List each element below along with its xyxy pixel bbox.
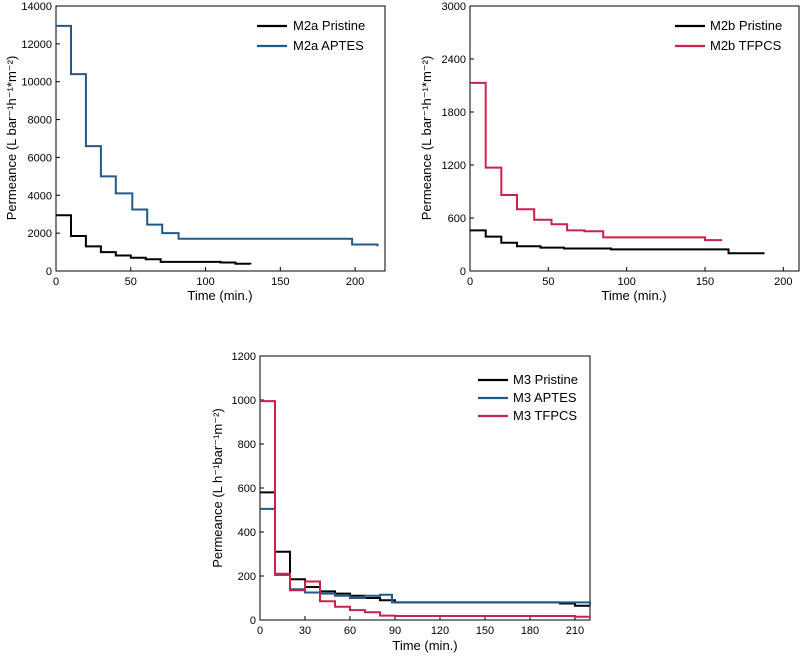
series-line-m3-tfpcs — [260, 400, 590, 618]
plot-frame — [55, 5, 386, 272]
y-tick-label: 14000 — [21, 1, 52, 13]
x-tick-label: 210 — [566, 625, 584, 637]
y-axis-label: Permeance (L bar⁻¹h⁻¹*m⁻²) — [4, 56, 19, 221]
x-axis-label: Time (min.) — [392, 638, 457, 653]
x-tick-label: 120 — [431, 625, 449, 637]
x-tick-label: 0 — [467, 276, 473, 288]
series-line-m2a-aptes — [56, 24, 379, 247]
x-tick-label: 60 — [344, 625, 356, 637]
x-tick-label: 200 — [346, 276, 364, 288]
x-axis-label: Time (min.) — [601, 288, 666, 303]
y-tick-label: 400 — [238, 527, 256, 539]
y-tick-label: 4000 — [28, 190, 52, 202]
y-tick-label: 8000 — [28, 115, 52, 127]
x-tick-label: 150 — [696, 276, 714, 288]
chart-m2b: 0 50 100 150 200 0 600 1200 1800 2400 3000 M2b Pri… — [419, 1, 800, 303]
series-line-m2b-pristine — [470, 229, 765, 255]
x-tick-label: 150 — [476, 625, 494, 637]
y-tick-label: 200 — [238, 571, 256, 583]
y-tick-label: 0 — [46, 266, 52, 278]
chart-m3: 0 30 60 90 120 150 180 210 0 200 400 600 800 1000 1200… — [210, 351, 591, 653]
x-tick-label: 90 — [389, 625, 401, 637]
legend-label: M3 Pristine — [513, 372, 578, 387]
x-tick-label: 100 — [196, 276, 214, 288]
y-axis-label: Permeance (L h⁻¹bar⁻¹m⁻²) — [210, 408, 225, 568]
y-axis-label: Permeance (L bar⁻¹h⁻¹*m⁻²) — [419, 56, 434, 221]
plot-frame — [469, 5, 800, 272]
y-tick-label: 600 — [448, 213, 466, 225]
y-tick-label: 6000 — [28, 152, 52, 164]
x-tick-label: 50 — [542, 276, 554, 288]
x-tick-label: 200 — [774, 276, 792, 288]
y-tick-label: 600 — [238, 483, 256, 495]
legend: M3 Pristine M3 APTES M3 TFPCS — [478, 372, 578, 423]
y-tick-label: 10000 — [21, 77, 52, 89]
series-line-m3-pristine — [260, 491, 590, 607]
x-tick-label: 30 — [299, 625, 311, 637]
chart-m2a: 0 50 100 150 2000200040006000800010000120001… — [4, 1, 386, 303]
x-tick-label: 0 — [257, 625, 263, 637]
x-tick-label: 150 — [271, 276, 289, 288]
legend-label: M2b Pristine — [710, 18, 782, 33]
legend-label: M2a APTES — [293, 38, 364, 53]
legend: M2a Pristine M2a APTES — [257, 18, 365, 53]
x-tick-label: 180 — [521, 625, 539, 637]
y-tick-label: 2000 — [28, 228, 52, 240]
y-tick-label: 800 — [238, 439, 256, 451]
y-tick-label: 3000 — [442, 1, 466, 13]
series-line-m2b-tfpcs — [470, 81, 723, 242]
y-tick-label: 1000 — [232, 395, 256, 407]
y-tick-label: 1200 — [442, 160, 466, 172]
x-tick-label: 0 — [53, 276, 59, 288]
legend: M2b Pristine M2b TFPCS — [675, 18, 782, 53]
y-tick-label: 12000 — [21, 39, 52, 51]
legend-label: M3 APTES — [513, 390, 577, 405]
x-tick-label: 50 — [125, 276, 137, 288]
y-tick-label: 0 — [460, 266, 466, 278]
series-line-m3-aptes — [260, 507, 591, 606]
series-line-m2a-pristine — [56, 214, 252, 265]
y-tick-label: 1800 — [442, 107, 466, 119]
y-tick-label: 0 — [250, 615, 256, 627]
legend-label: M3 TFPCS — [513, 408, 577, 423]
legend-label: M2a Pristine — [293, 18, 365, 33]
y-tick-label: 2400 — [442, 54, 466, 66]
legend-label: M2b TFPCS — [710, 38, 782, 53]
x-axis-label: Time (min.) — [187, 288, 252, 303]
y-tick-label: 1200 — [232, 351, 256, 363]
x-tick-label: 100 — [617, 276, 635, 288]
